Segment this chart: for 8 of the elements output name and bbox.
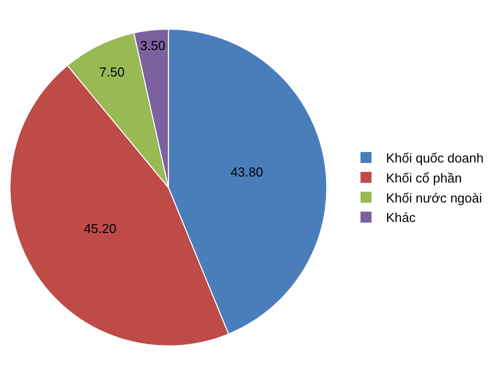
legend-label: Khác [386, 210, 416, 226]
data-label: 7.50 [99, 64, 125, 80]
data-label: 3.50 [140, 38, 166, 54]
legend-label: Khối quốc doanh [386, 150, 484, 166]
data-label: 43.80 [230, 164, 264, 180]
legend-label: Khối cổ phần [386, 170, 462, 186]
data-label: 45.20 [84, 220, 116, 236]
legend-label: Khối nước ngoài [386, 190, 482, 206]
